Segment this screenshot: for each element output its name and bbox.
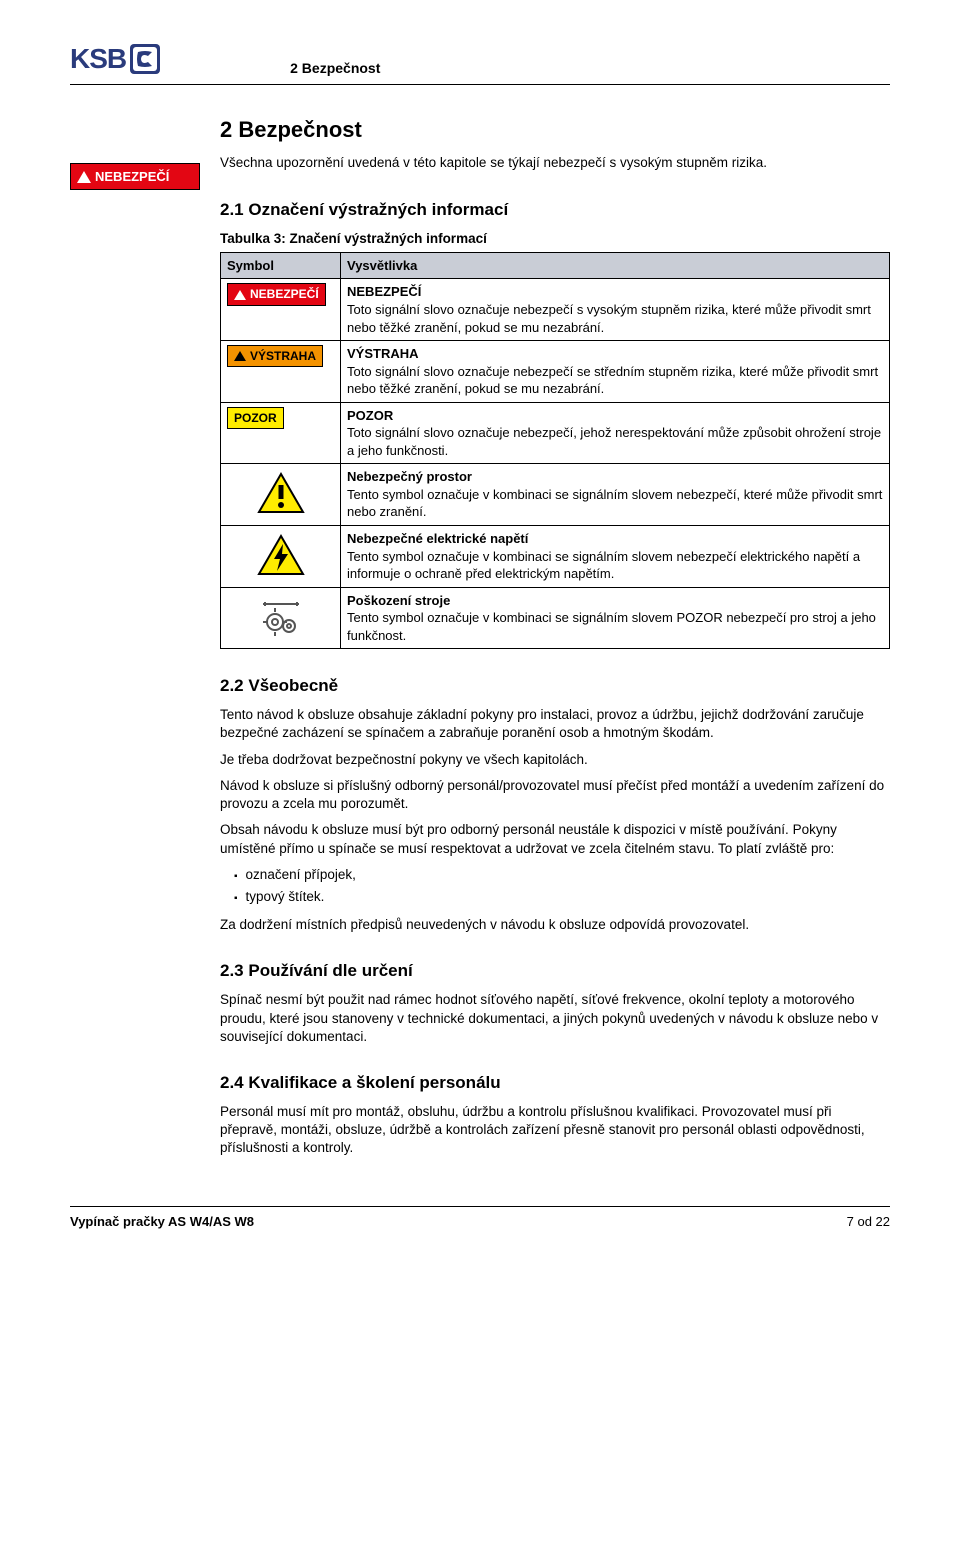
page: KSB 2 Bezpečnost NEBEZPEČÍ 2 Bezpečnost …: [0, 0, 960, 1260]
paragraph: Za dodržení místních předpisů neuvedenýc…: [220, 916, 890, 934]
heading-2: 2 Bezpečnost: [220, 115, 890, 145]
th-symbol: Symbol: [221, 252, 341, 279]
logo-text: KSB: [70, 40, 126, 78]
page-footer: Vypínač pračky AS W4/AS W8 7 od 22: [70, 1206, 890, 1231]
signal-label: POZOR: [234, 410, 277, 426]
heading-2-2: 2.2 Všeobecně: [220, 675, 890, 698]
table-row: Nebezpečný prostor Tento symbol označuje…: [221, 464, 890, 526]
row-title: NEBEZPEČÍ: [347, 284, 421, 299]
table-row: NEBEZPEČÍ NEBEZPEČÍ Toto signální slovo …: [221, 279, 890, 341]
signal-badge-warning: VÝSTRAHA: [227, 345, 323, 367]
main-grid: NEBEZPEČÍ 2 Bezpečnost Všechna upozorněn…: [70, 115, 890, 1166]
logo-mark-icon: [130, 44, 160, 74]
machine-damage-icon: [257, 596, 305, 638]
row-title: POZOR: [347, 408, 393, 423]
content-column: 2 Bezpečnost Všechna upozornění uvedená …: [220, 115, 890, 1166]
paragraph: Obsah návodu k obsluze musí být pro odbo…: [220, 821, 890, 857]
page-header: KSB 2 Bezpečnost: [70, 40, 890, 85]
hazard-exclamation-icon: [257, 472, 305, 514]
footer-page-number: 7 od 22: [847, 1213, 890, 1231]
paragraph: Je třeba dodržovat bezpečnostní pokyny v…: [220, 751, 890, 769]
table-row: VÝSTRAHA VÝSTRAHA Toto signální slovo oz…: [221, 341, 890, 403]
row-body: Toto signální slovo označuje nebezpečí s…: [347, 302, 871, 335]
signal-label: VÝSTRAHA: [250, 348, 316, 364]
list-item: označení přípojek,: [234, 866, 890, 884]
hazard-voltage-icon: [257, 534, 305, 576]
row-body: Toto signální slovo označuje nebezpečí s…: [347, 364, 878, 397]
row-body: Toto signální slovo označuje nebezpečí, …: [347, 425, 881, 458]
bullet-list: označení přípojek, typový štítek.: [220, 866, 890, 906]
paragraph: Spínač nesmí být použit nad rámec hodnot…: [220, 991, 890, 1046]
row-body: Tento symbol označuje v kombinaci se sig…: [347, 487, 882, 520]
warning-triangle-icon: [234, 290, 246, 300]
row-title: VÝSTRAHA: [347, 346, 419, 361]
signal-badge-danger: NEBEZPEČÍ: [227, 283, 326, 305]
row-title: Nebezpečný prostor: [347, 469, 472, 484]
warning-triangle-icon: [234, 351, 246, 361]
paragraph: Tento návod k obsluze obsahuje základní …: [220, 706, 890, 742]
side-column: NEBEZPEČÍ: [70, 115, 200, 191]
table-caption: Tabulka 3: Značení výstražných informací: [220, 230, 890, 248]
ksb-logo: KSB: [70, 40, 160, 78]
th-desc: Vysvětlivka: [341, 252, 890, 279]
paragraph: Personál musí mít pro montáž, obsluhu, ú…: [220, 1103, 890, 1158]
row-title: Nebezpečné elektrické napětí: [347, 531, 528, 546]
row-body: Tento symbol označuje v kombinaci se sig…: [347, 549, 860, 582]
warning-triangle-icon: [77, 171, 91, 183]
row-title: Poškození stroje: [347, 593, 450, 608]
header-section-title: 2 Bezpečnost: [290, 59, 380, 78]
heading-2-4: 2.4 Kvalifikace a školení personálu: [220, 1072, 890, 1095]
heading-2-1: 2.1 Označení výstražných informací: [220, 199, 890, 222]
signal-label: NEBEZPEČÍ: [250, 286, 319, 302]
footer-doc-title: Vypínač pračky AS W4/AS W8: [70, 1213, 254, 1231]
intro-paragraph: Všechna upozornění uvedená v této kapito…: [220, 154, 890, 172]
danger-side-text: NEBEZPEČÍ: [95, 168, 169, 186]
table-row: Poškození stroje Tento symbol označuje v…: [221, 587, 890, 649]
paragraph: Návod k obsluze si příslušný odborný per…: [220, 777, 890, 813]
list-item: typový štítek.: [234, 888, 890, 906]
warning-table: Symbol Vysvětlivka NEBEZPEČÍ NEB: [220, 252, 890, 649]
heading-2-3: 2.3 Používání dle určení: [220, 960, 890, 983]
row-body: Tento symbol označuje v kombinaci se sig…: [347, 610, 876, 643]
danger-side-badge: NEBEZPEČÍ: [70, 163, 200, 191]
table-row: POZOR POZOR Toto signální slovo označuje…: [221, 402, 890, 464]
signal-badge-caution: POZOR: [227, 407, 284, 429]
table-row: Nebezpečné elektrické napětí Tento symbo…: [221, 525, 890, 587]
